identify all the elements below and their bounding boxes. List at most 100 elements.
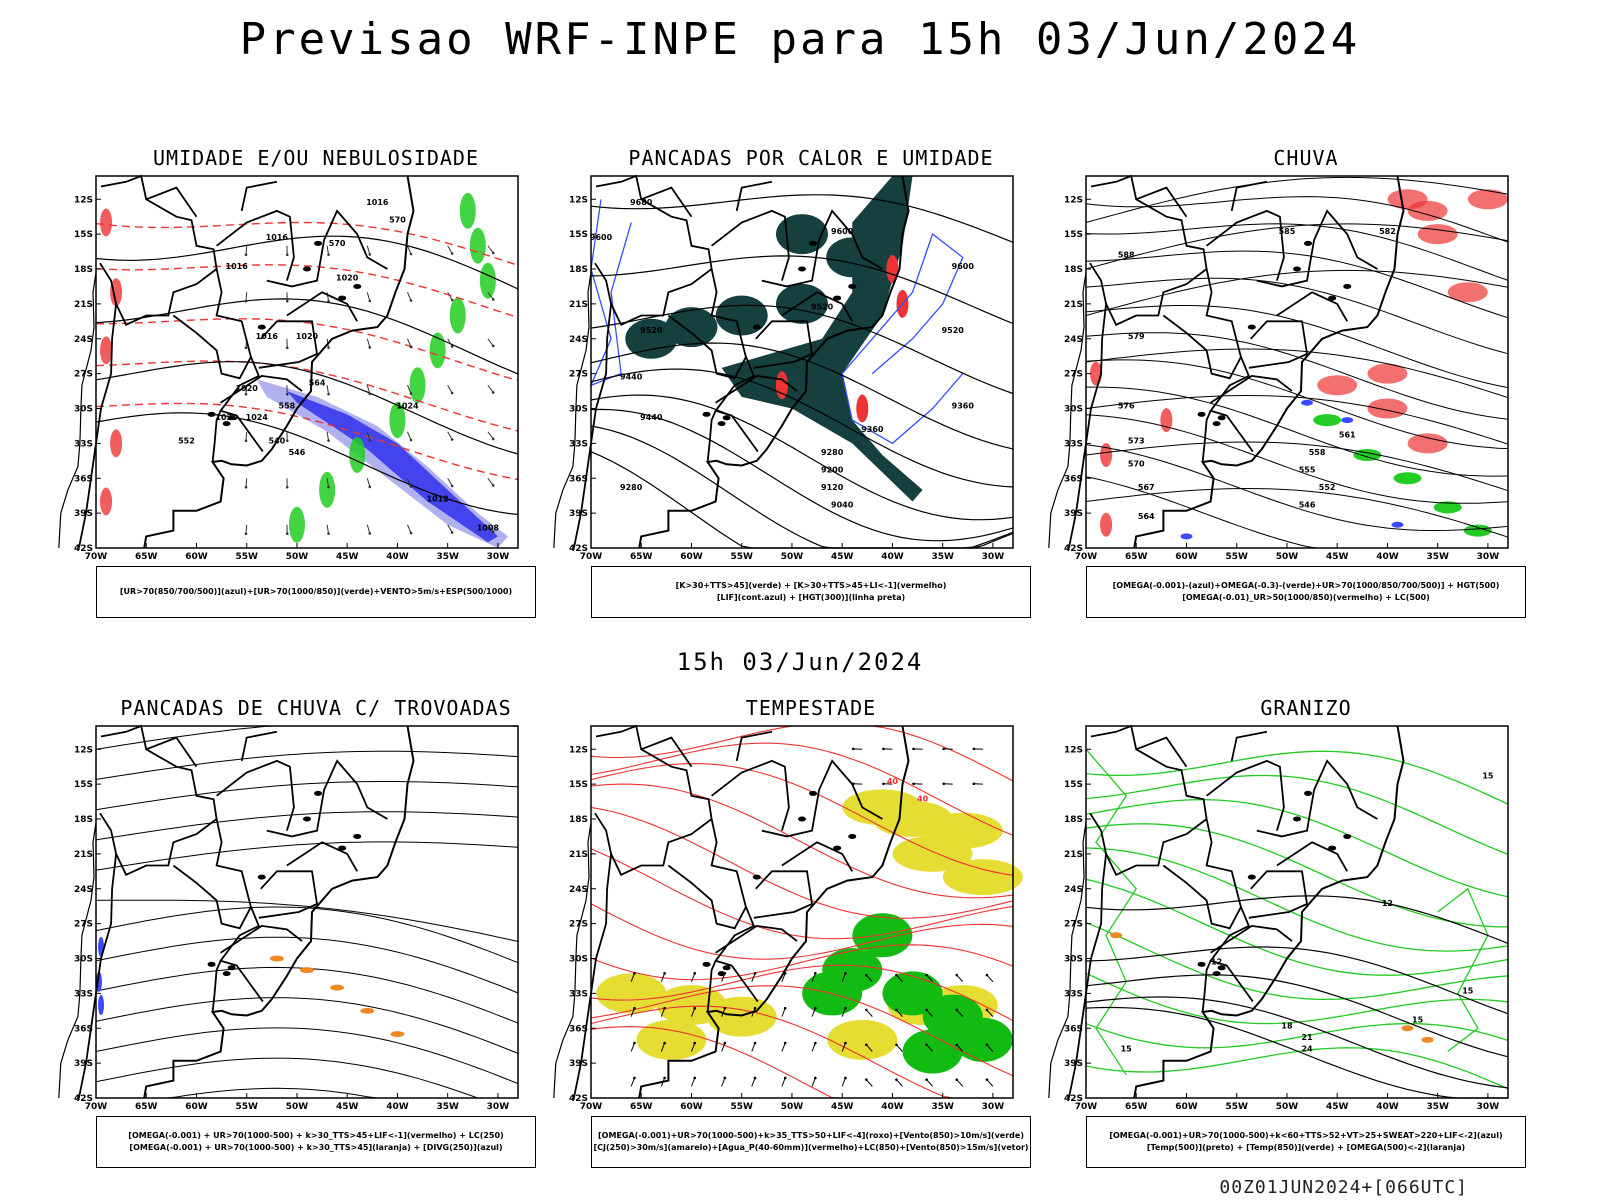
lake-mark <box>1217 415 1226 421</box>
contour-label: 9200 <box>821 465 844 474</box>
border-line <box>1090 174 1254 453</box>
wind-vector-head <box>491 391 495 394</box>
wind-vector-head <box>882 747 885 751</box>
lc850-streamline <box>590 985 1014 1077</box>
lake-mark <box>338 845 347 851</box>
lat-tick-label: 39S <box>1064 1059 1083 1069</box>
coastline-west <box>553 272 592 549</box>
red-humidity-patch <box>100 487 113 516</box>
wind-vector <box>781 1077 786 1087</box>
wind-vector-head <box>895 973 898 977</box>
hgt500-contour <box>1085 444 1509 531</box>
rain-area-green <box>1463 524 1492 537</box>
lon-tick-label: 30W <box>982 1102 1005 1112</box>
coastline-west <box>1048 272 1087 549</box>
contour-label: 15 <box>1462 986 1474 995</box>
wind-vector <box>407 338 412 348</box>
lake-mark <box>1328 845 1337 851</box>
wind-vector-head <box>450 345 454 348</box>
panel-legend: [OMEGA(-0.001) + UR>70(1000-500) + k>30_… <box>96 1116 536 1168</box>
wind-vector <box>447 292 453 301</box>
wind-vector <box>660 1042 666 1052</box>
contour-label: 9520 <box>811 303 834 312</box>
lon-tick-label: 45W <box>831 1102 854 1112</box>
contour-label: 1016 <box>256 332 279 341</box>
rain-area-red <box>1407 200 1448 221</box>
wind-vector-head <box>633 1076 636 1080</box>
panel-pancadas-calor: PANCADAS POR CALOR E UMIDADE 9680 9600 960… <box>551 146 1031 626</box>
wind-vector <box>865 1079 873 1087</box>
lake-mark <box>1247 874 1256 880</box>
wind-vector-head <box>491 298 495 301</box>
lat-tick-label: 12S <box>74 745 93 755</box>
wind-vector-head <box>972 782 976 786</box>
wind-vector <box>245 524 248 534</box>
lat-tick-label: 12S <box>1064 195 1083 205</box>
wind850-area-green <box>852 913 913 958</box>
wind-vector-head <box>912 747 915 751</box>
wind-vector-head <box>491 530 495 534</box>
lon-tick-label: 60W <box>185 1102 208 1112</box>
wind-vector-head <box>285 439 289 443</box>
wind-vector <box>926 1044 933 1052</box>
lc850-streamline <box>590 903 1014 960</box>
lake-mark <box>257 874 266 880</box>
contour-label: 9520 <box>942 326 965 335</box>
green-humidity-patch <box>409 367 426 404</box>
rain-area-red <box>1160 408 1173 433</box>
wind-vector-head <box>327 485 330 489</box>
lake-mark <box>702 961 711 967</box>
rain-area-red <box>1317 375 1358 396</box>
temp500-contour <box>1085 996 1509 1089</box>
lat-tick-label: 36S <box>74 474 93 484</box>
convection-area-teal <box>776 214 828 255</box>
lat-tick-label: 24S <box>1064 885 1083 895</box>
lat-tick-label: 21S <box>569 850 588 860</box>
green-humidity-patch <box>288 506 305 543</box>
contour-label: 1020 <box>236 384 259 393</box>
unstable-area-red <box>886 255 899 283</box>
jet-area-yellow <box>596 973 667 1014</box>
wind-vector <box>366 385 371 395</box>
rain-area-blue <box>1301 399 1314 406</box>
lat-tick-label: 33S <box>1064 439 1083 449</box>
wind-vector <box>841 973 846 982</box>
wind-vector-head <box>409 392 413 395</box>
lake-mark <box>798 266 806 272</box>
wind-vector <box>811 1008 816 1017</box>
lon-tick-label: 55W <box>1225 552 1248 562</box>
wind-vector <box>841 1077 846 1087</box>
lon-tick-label: 35W <box>436 1102 459 1112</box>
streamline <box>95 997 519 1054</box>
coastline-east <box>143 725 415 1099</box>
lat-tick-label: 27S <box>1064 920 1083 930</box>
wind-vector-head <box>783 1076 787 1080</box>
border-line <box>711 759 790 831</box>
map-frame <box>590 175 1014 549</box>
red-humidity-patch <box>100 336 113 365</box>
thickness-isoline <box>95 402 519 481</box>
contour-label: 18 <box>1281 1021 1293 1030</box>
panel-title: GRANIZO <box>1260 696 1352 720</box>
wind-vector-head <box>844 972 847 975</box>
wind-vector-head <box>633 1041 636 1045</box>
lon-tick-label: 65W <box>630 1102 653 1112</box>
wind-vector <box>487 245 494 254</box>
lat-tick-label: 27S <box>74 920 93 930</box>
wind-vector-head <box>491 251 495 255</box>
thunderstorm-area-orange <box>300 967 314 974</box>
omega-area-orange <box>1110 932 1123 939</box>
lon-tick-label: 70W <box>580 1102 603 1112</box>
lake-mark <box>222 971 231 977</box>
lat-tick-label: 36S <box>569 1024 588 1034</box>
jet-area-yellow <box>942 859 1023 896</box>
wind-vector-head <box>633 972 636 975</box>
lat-tick-label: 27S <box>569 920 588 930</box>
lon-tick-label: 45W <box>1326 552 1349 562</box>
wind-vector-head <box>244 485 248 489</box>
wind-vector-head <box>955 973 959 977</box>
lat-tick-label: 39S <box>569 509 588 519</box>
lon-tick-label: 50W <box>1276 552 1299 562</box>
lat-tick-label: 33S <box>74 989 93 999</box>
lon-tick-label: 35W <box>931 1102 954 1112</box>
